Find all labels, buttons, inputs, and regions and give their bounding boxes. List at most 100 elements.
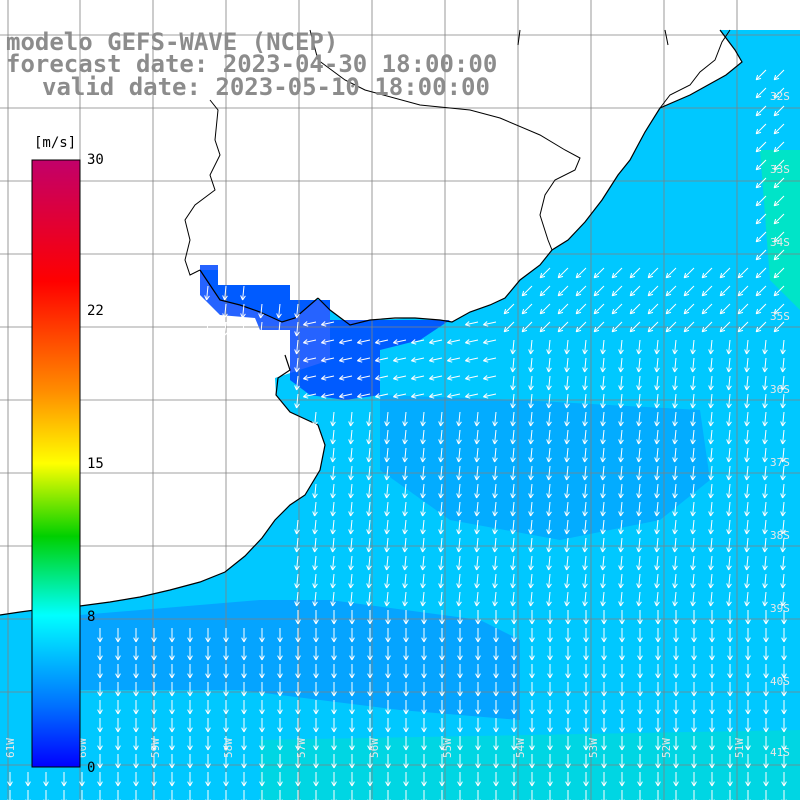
wind-arrow: [528, 339, 534, 355]
wind-arrow: [690, 483, 696, 499]
wind-arrow: [429, 357, 443, 363]
wind-arrow: [773, 249, 785, 261]
wind-arrow: [655, 628, 661, 643]
wind-arrow: [654, 447, 660, 463]
wind-arrow: [673, 736, 679, 751]
wind-arrow: [223, 790, 229, 800]
wind-arrow: [539, 267, 551, 279]
wind-arrow: [709, 682, 715, 697]
wind-arrow: [708, 357, 714, 373]
wind-arrow: [583, 736, 589, 751]
wind-arrow: [709, 628, 715, 643]
wind-arrow: [330, 591, 336, 607]
wind-arrow: [600, 375, 606, 391]
wind-arrow: [223, 628, 229, 643]
wind-arrow: [673, 718, 679, 733]
wind-arrow: [654, 591, 660, 607]
wind-arrow: [762, 465, 768, 481]
wind-arrow: [564, 591, 570, 607]
wind-arrow: [637, 772, 643, 787]
wind-arrow: [619, 718, 625, 733]
wind-arrow: [564, 483, 570, 499]
wind-arrow: [187, 736, 193, 751]
wind-arrow: [367, 790, 373, 800]
wind-arrow: [583, 628, 589, 643]
wind-arrow: [745, 700, 751, 715]
wind-arrow: [294, 321, 300, 337]
wind-arrow: [439, 754, 445, 769]
wind-arrow: [115, 772, 121, 787]
wind-arrow: [151, 736, 157, 751]
wind-arrow: [456, 555, 462, 571]
wind-arrow: [773, 213, 785, 225]
wind-arrow: [547, 790, 553, 800]
wind-arrow: [773, 285, 785, 297]
wind-arrow: [366, 591, 372, 607]
wind-arrow: [457, 628, 463, 643]
wind-arrow: [367, 628, 373, 643]
wind-arrow: [277, 754, 283, 769]
wind-arrow: [403, 754, 409, 769]
wind-arrow: [565, 610, 571, 625]
wind-arrow: [726, 357, 732, 373]
wind-arrow: [672, 483, 678, 499]
wind-arrow: [655, 718, 661, 733]
medium-speed-patch-center: [380, 395, 710, 540]
wind-arrow: [708, 393, 714, 409]
wind-arrow: [385, 610, 391, 625]
wind-arrow: [411, 375, 425, 381]
wind-arrow: [439, 736, 445, 751]
wind-arrow: [546, 573, 552, 589]
wind-arrow: [546, 411, 552, 427]
wind-arrow: [619, 700, 625, 715]
wind-arrow: [762, 447, 768, 463]
wind-arrow: [655, 664, 661, 679]
wind-arrow: [745, 772, 751, 787]
wind-arrow: [781, 682, 787, 697]
wind-arrow: [755, 213, 767, 225]
wind-arrow: [727, 628, 733, 643]
wind-arrow: [690, 411, 696, 427]
longitude-label: 54W: [514, 738, 527, 758]
wind-arrow: [420, 465, 426, 481]
wind-arrow: [295, 736, 301, 751]
wind-arrow: [564, 573, 570, 589]
wind-arrow: [331, 754, 337, 769]
wind-arrow: [465, 375, 479, 381]
wind-arrow: [672, 519, 678, 535]
wind-arrow: [582, 411, 588, 427]
wind-arrow: [277, 682, 283, 697]
wind-arrow: [169, 682, 175, 697]
wind-arrow: [726, 591, 732, 607]
wind-arrow: [618, 447, 624, 463]
wind-arrow: [384, 537, 390, 553]
wind-arrow: [601, 790, 607, 800]
wind-arrow: [511, 628, 517, 643]
wind-arrow: [474, 501, 480, 517]
wind-arrow: [619, 628, 625, 643]
wind-arrow: [205, 646, 211, 661]
wind-arrow: [618, 555, 624, 571]
wind-arrow: [672, 555, 678, 571]
wind-arrow: [691, 718, 697, 733]
wind-arrow: [312, 411, 318, 427]
wind-arrow: [629, 285, 641, 297]
wind-arrow: [474, 429, 480, 445]
wind-arrow: [492, 411, 498, 427]
wind-arrow: [115, 718, 121, 733]
wind-arrow: [223, 718, 229, 733]
wind-arrow: [241, 628, 247, 643]
wind-arrow: [240, 285, 246, 301]
wind-arrow: [439, 610, 445, 625]
wind-arrow: [223, 664, 229, 679]
colorbar-tick-30: 30: [87, 152, 104, 168]
wind-arrow: [97, 790, 103, 800]
wind-arrow: [222, 303, 228, 319]
wind-arrow: [773, 321, 785, 333]
wind-arrow: [655, 646, 661, 661]
wind-arrow: [205, 754, 211, 769]
wind-arrow: [402, 519, 408, 535]
wind-arrow: [583, 790, 589, 800]
wind-arrow: [276, 303, 282, 319]
